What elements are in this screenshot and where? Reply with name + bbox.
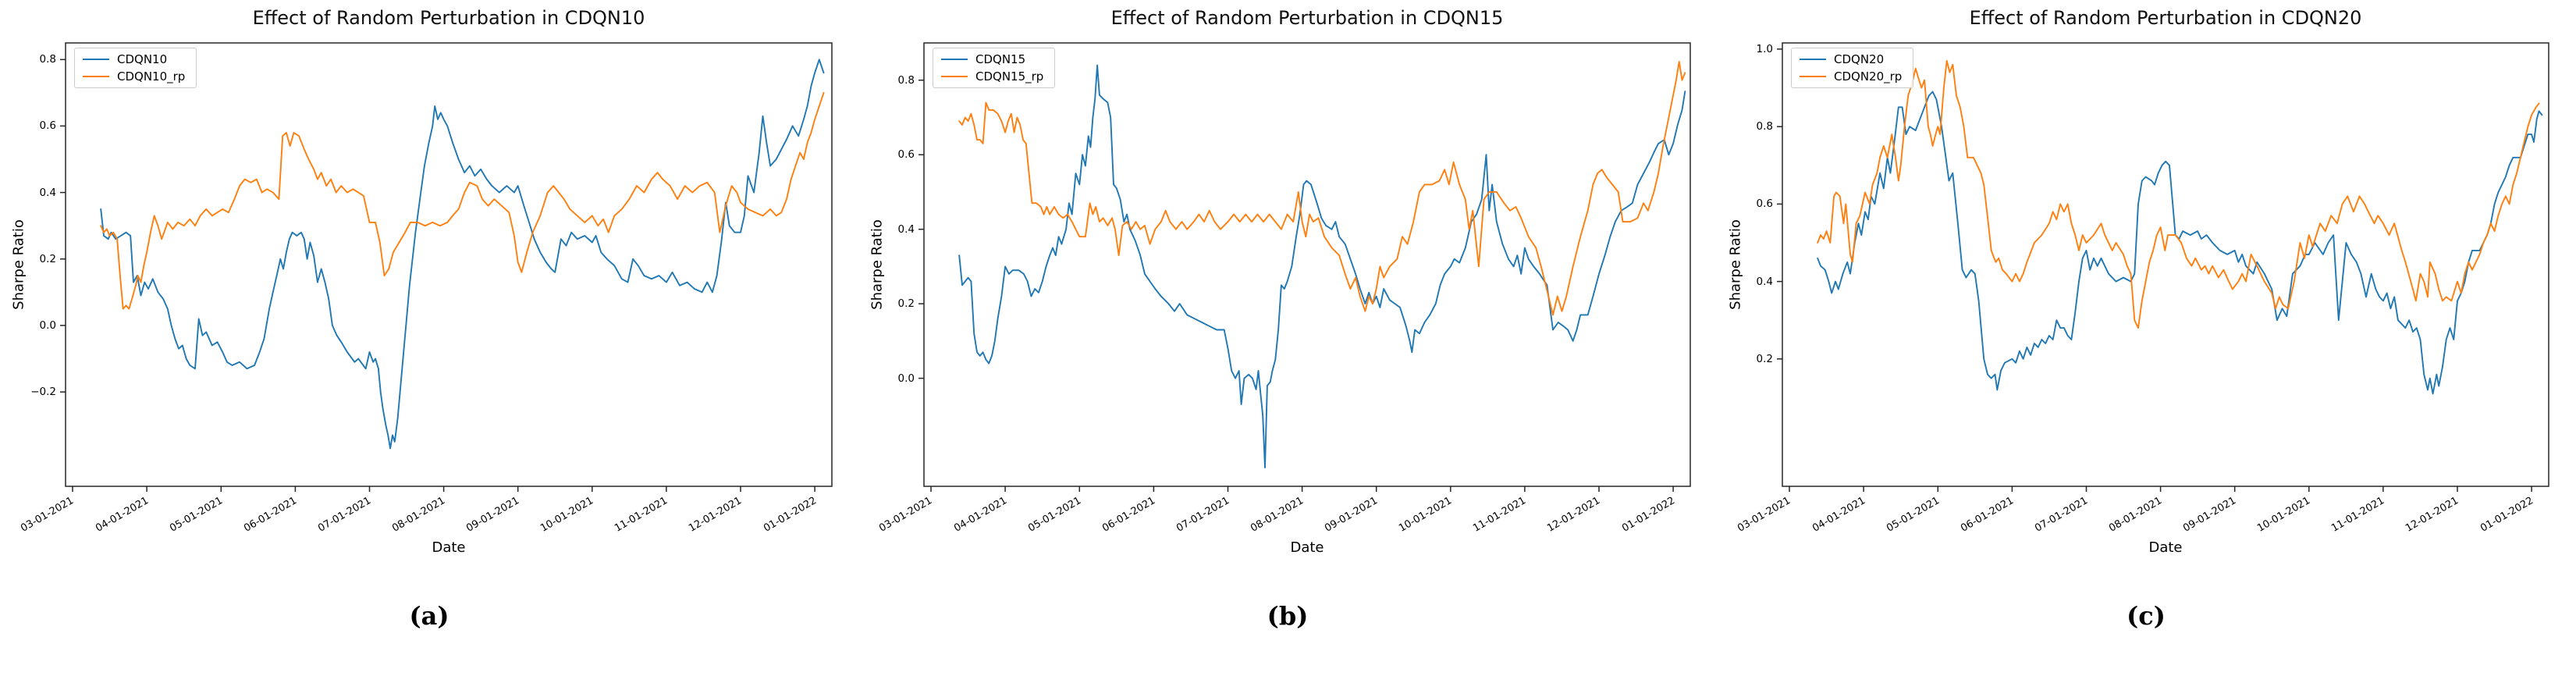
legend-entry: CDQN10 [83,53,185,66]
legend-label: CDQN20 [1834,52,1885,66]
chart-title: Effect of Random Perturbation in CDQN15 [1110,7,1504,29]
y-tick-label: 0.6 [39,119,56,133]
y-tick-label: −0.2 [30,386,56,399]
legend-entry: CDQN20 [1800,53,1902,66]
y-tick-label: 0.8 [897,73,915,87]
subfigure-caption-b: (b) [1267,601,1309,631]
y-tick-label: 0.4 [39,186,56,199]
legend-entry: CDQN15_rp [941,69,1044,84]
x-axis-label: Date [432,539,466,556]
y-tick-label: 0.6 [1756,197,1773,211]
legend: CDQN10 CDQN10_rp [74,48,197,88]
x-axis-label: Date [2148,539,2183,556]
legend: CDQN20 CDQN20_rp [1791,48,1914,88]
subfigure-caption-c: (c) [2127,601,2166,631]
y-tick-label: 0.8 [1756,120,1773,133]
legend: CDQN15 CDQN15_rp [933,48,1056,88]
legend-label: CDQN10_rp [117,69,186,84]
legend-label: CDQN20_rp [1834,69,1903,84]
chart-panel-cdqn15: Effect of Random Perturbation in CDQN15 … [858,0,1717,676]
chart-title: Effect of Random Perturbation in CDQN20 [1969,7,2362,29]
chart-title: Effect of Random Perturbation in CDQN10 [252,7,645,29]
x-axis-label: Date [1290,539,1324,556]
y-tick-label: 0.2 [897,297,915,311]
y-tick-label: 0.6 [897,148,915,162]
legend-line-swatch-blue [83,59,109,61]
legend-line-swatch-orange [941,75,968,77]
plot-area [60,42,833,492]
y-tick-label: 1.0 [1756,42,1773,55]
y-tick-label: 0.4 [897,222,915,236]
legend-entry: CDQN15 [941,53,1043,66]
y-tick-label: 0.2 [1756,352,1773,365]
legend-line-swatch-blue [941,59,968,61]
legend-line-swatch-blue [1800,59,1826,61]
legend-label: CDQN10 [117,52,168,66]
y-tick-label: 0.4 [1756,275,1773,288]
plot-area [1777,42,2549,492]
subfigure-caption-a: (a) [409,601,449,631]
legend-label: CDQN15_rp [975,69,1044,84]
y-tick-label: 0.2 [39,252,56,265]
y-tick-label: 0.0 [897,372,915,385]
chart-panel-cdqn20: Effect of Random Perturbation in CDQN20 … [1717,0,2575,676]
chart-panel-cdqn10: Effect of Random Perturbation in CDQN10 … [0,0,858,676]
legend-line-swatch-orange [83,75,109,77]
y-tick-label: 0.8 [39,53,56,66]
y-tick-label: 0.0 [39,318,56,332]
legend-entry: CDQN20_rp [1800,69,1903,84]
legend-entry: CDQN10_rp [83,69,186,84]
plot-area [918,42,1691,492]
legend-label: CDQN15 [975,52,1026,66]
legend-line-swatch-orange [1800,75,1826,77]
